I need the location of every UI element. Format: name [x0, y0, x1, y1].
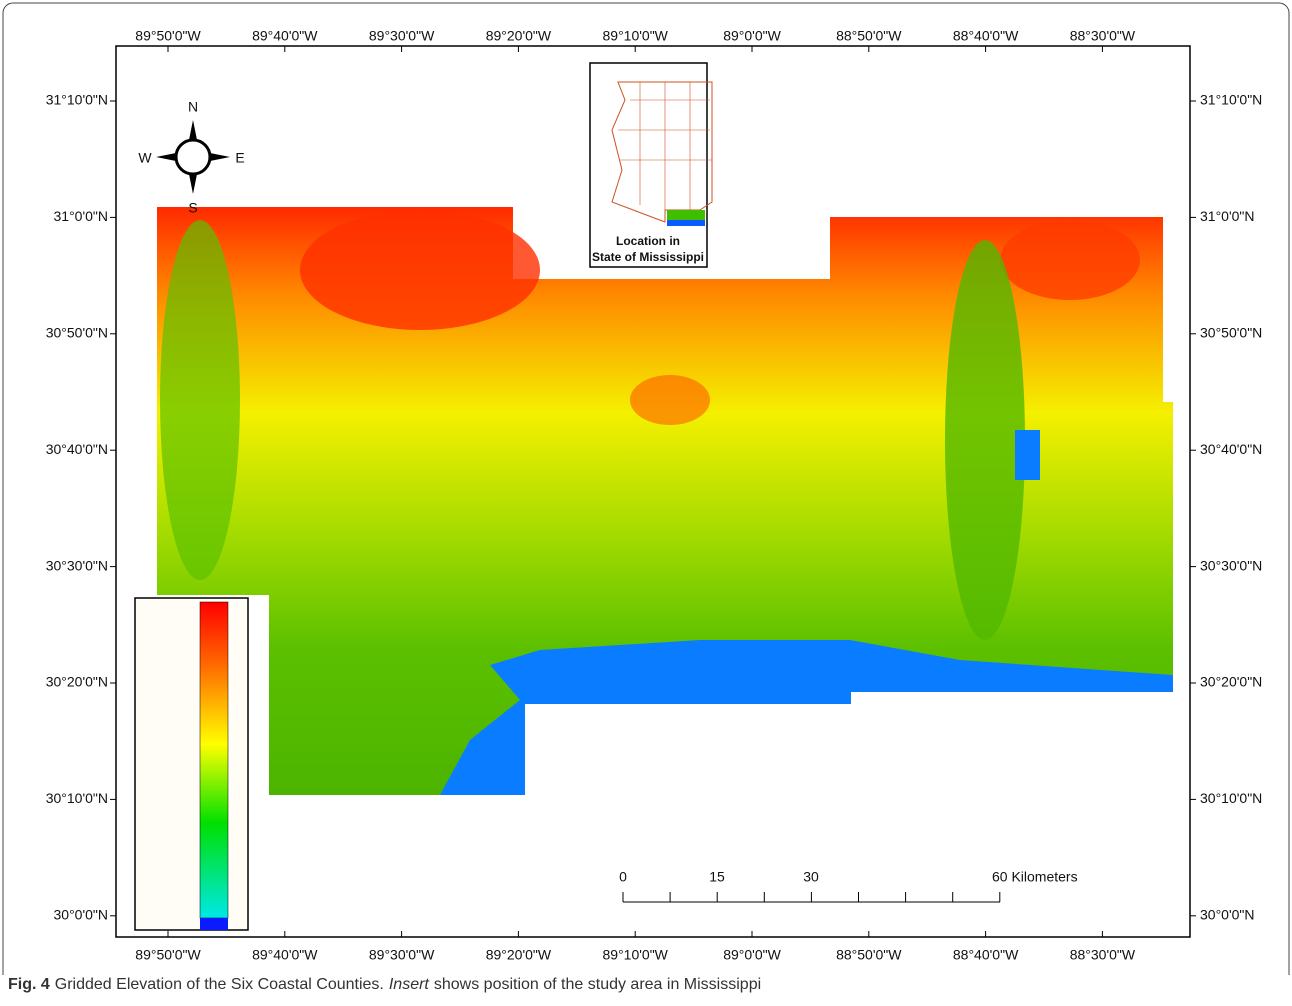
compass-w: W	[138, 150, 152, 166]
lat-label: 30°0'0"N	[1200, 907, 1255, 923]
lat-label: 30°40'0"N	[46, 441, 108, 457]
lon-label: 88°50'0"W	[836, 28, 902, 44]
lat-label: 30°10'0"N	[1200, 790, 1262, 806]
map-figure: 70 m60 m50 m40 m30 m20 m10 m0 m N S W E …	[0, 0, 1292, 975]
caption-label: Fig. 4	[8, 976, 50, 993]
lat-label: 30°30'0"N	[46, 557, 108, 573]
lat-label: 30°20'0"N	[46, 674, 108, 690]
compass-n: N	[188, 99, 198, 115]
compass-e: E	[235, 150, 244, 166]
lat-label: 31°10'0"N	[1200, 92, 1262, 108]
insert-label: State of Mississippi	[592, 250, 704, 264]
caption-text: Gridded Elevation of the Six Coastal Cou…	[55, 976, 384, 993]
lat-label: 30°0'0"N	[54, 907, 109, 923]
legend	[135, 598, 248, 930]
compass-s: S	[188, 200, 197, 216]
lat-label: 30°40'0"N	[1200, 441, 1262, 457]
lon-label: 89°0'0"W	[723, 947, 781, 963]
lon-label: 88°40'0"W	[953, 28, 1019, 44]
lon-label: 89°20'0"W	[486, 28, 552, 44]
lon-label: 88°30'0"W	[1070, 947, 1136, 963]
lat-label: 30°50'0"N	[46, 325, 108, 341]
caption: Fig. 4 Gridded Elevation of the Six Coast…	[8, 976, 766, 994]
lon-label: 89°0'0"W	[723, 28, 781, 44]
scale-label: 30	[803, 869, 819, 885]
scale-label: 15	[709, 869, 725, 885]
lat-label: 30°20'0"N	[1200, 674, 1262, 690]
lon-label: 88°30'0"W	[1070, 28, 1136, 44]
caption-rest: shows position of the study area in Miss…	[434, 976, 761, 993]
lat-label: 30°30'0"N	[1200, 557, 1262, 573]
lon-label: 89°40'0"W	[252, 28, 318, 44]
caption-italic: Insert	[389, 976, 429, 993]
insert-label: Location in	[616, 234, 680, 248]
lat-label: 30°10'0"N	[46, 790, 108, 806]
lon-label: 89°20'0"W	[486, 947, 552, 963]
lat-label: 31°0'0"N	[54, 208, 109, 224]
scale-label: 60 Kilometers	[992, 869, 1078, 885]
lat-label: 31°10'0"N	[46, 92, 108, 108]
lon-label: 89°10'0"W	[603, 28, 669, 44]
lon-label: 89°30'0"W	[369, 947, 435, 963]
lon-label: 89°50'0"W	[135, 28, 201, 44]
insert: Location in State of Mississippi	[590, 63, 712, 267]
lon-label: 88°40'0"W	[953, 947, 1019, 963]
lon-label: 89°50'0"W	[135, 947, 201, 963]
lat-label: 31°0'0"N	[1200, 208, 1255, 224]
lon-label: 89°10'0"W	[603, 947, 669, 963]
lon-label: 89°30'0"W	[369, 28, 435, 44]
scale-label: 0	[619, 869, 627, 885]
lat-label: 30°50'0"N	[1200, 325, 1262, 341]
lon-label: 89°40'0"W	[252, 947, 318, 963]
lon-label: 88°50'0"W	[836, 947, 902, 963]
page: 70 m60 m50 m40 m30 m20 m10 m0 m N S W E …	[0, 0, 1292, 1006]
